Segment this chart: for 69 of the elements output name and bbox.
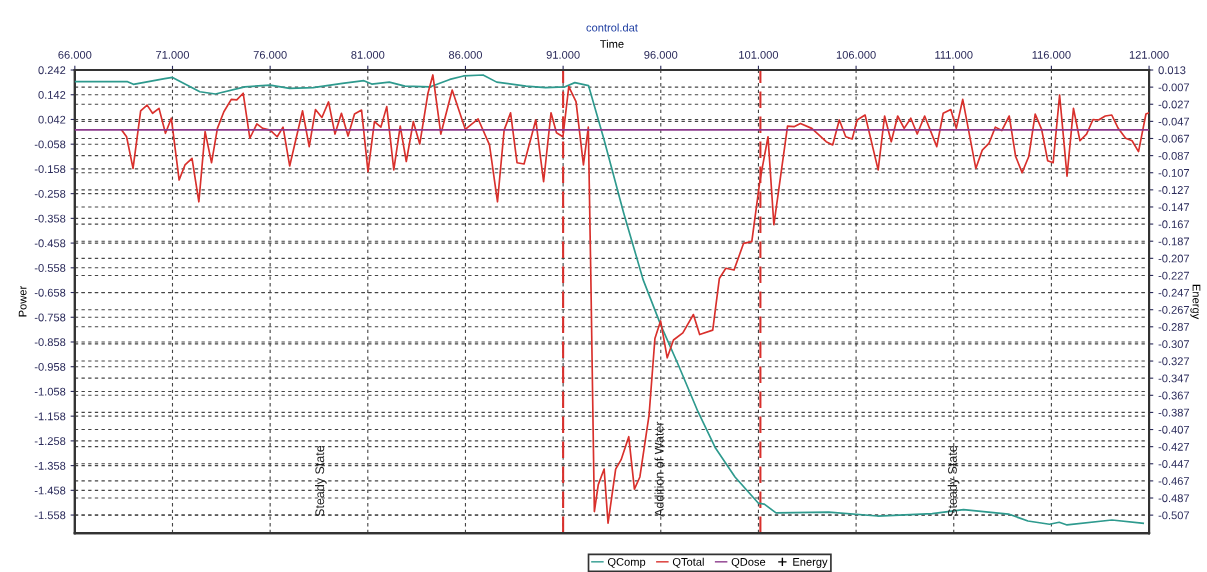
y2-tick-label: 0.013 (1158, 66, 1186, 75)
y2-tick-label: -0.327 (1158, 357, 1190, 366)
y-tick-label: 0.142 (38, 91, 66, 99)
y-tick-label: -1.158 (34, 412, 66, 421)
y2-tick-label: -0.007 (1158, 83, 1190, 92)
x-axis-title: Time (600, 39, 624, 48)
chart-title: control.dat (586, 23, 638, 32)
y-tick-label: -1.058 (34, 387, 66, 396)
legend-label: QDose (731, 557, 766, 568)
x-tick-label: 101.000 (739, 50, 779, 59)
y-tick-label: -1.258 (34, 437, 66, 446)
x-tick-label: 116.000 (1032, 50, 1071, 59)
y2-tick-label: -0.407 (1158, 425, 1190, 434)
y2-tick-label: -0.047 (1158, 117, 1190, 126)
y2-tick-label: -0.187 (1158, 237, 1190, 246)
y-tick-label: -0.858 (34, 338, 66, 347)
y2-tick-label: -0.107 (1158, 169, 1190, 177)
x-tick-label: 121.000 (1129, 50, 1169, 59)
y2-tick-label: -0.227 (1158, 271, 1190, 280)
y2-tick-label: -0.127 (1158, 186, 1190, 194)
y-tick-label: -1.558 (34, 511, 66, 520)
y2-tick-label: -0.367 (1158, 391, 1190, 400)
y2-tick-label: -0.027 (1158, 100, 1190, 109)
x-tick-label: 91.000 (546, 50, 580, 59)
legend-label: QComp (607, 557, 646, 569)
legend-label: QTotal (672, 557, 704, 568)
y-tick-label: -0.658 (34, 288, 66, 297)
y2-tick-label: -0.507 (1158, 511, 1190, 520)
y-tick-label: -0.958 (34, 362, 66, 371)
y2-tick-label: -0.267 (1158, 305, 1190, 314)
y-tick-label: -1.458 (34, 486, 66, 495)
y2-tick-label: -0.427 (1158, 442, 1190, 451)
x-tick-label: 66.000 (58, 50, 92, 59)
y2-tick-label: -0.287 (1158, 323, 1190, 331)
y-tick-label: -0.358 (34, 214, 66, 223)
y2-axis-title: Energy (1190, 284, 1201, 320)
y2-tick-label: -0.447 (1158, 460, 1190, 468)
y-tick-label: -0.458 (34, 239, 66, 248)
y2-tick-label: -0.067 (1158, 134, 1190, 143)
annotation: Addition of Water (654, 421, 664, 517)
x-tick-label: 111.000 (935, 50, 973, 59)
annotation: Steady State (315, 445, 327, 517)
y2-tick-label: -0.087 (1158, 151, 1190, 160)
y2-tick-label: -0.467 (1158, 477, 1190, 486)
x-tick-label: 86.000 (448, 50, 483, 59)
y-axis-title: Power (18, 286, 27, 317)
y2-tick-label: -0.387 (1158, 408, 1190, 417)
y2-tick-label: -0.167 (1158, 220, 1190, 229)
y-tick-label: -0.158 (34, 165, 66, 174)
legend-label: Energy (793, 558, 828, 569)
x-tick-label: 81.000 (351, 50, 385, 59)
y-tick-label: -0.058 (34, 140, 66, 149)
y2-tick-label: -0.247 (1158, 288, 1190, 297)
x-tick-label: 106.000 (836, 50, 876, 59)
y2-tick-label: -0.207 (1158, 254, 1190, 263)
y-tick-label: -0.558 (34, 264, 66, 272)
x-tick-label: 76.000 (253, 50, 287, 59)
y2-tick-label: -0.307 (1158, 340, 1190, 349)
y-tick-label: 0.042 (38, 115, 66, 124)
x-tick-label: 96.000 (644, 50, 678, 59)
y-tick-label: -0.258 (34, 189, 66, 198)
y-tick-label: -1.358 (34, 461, 66, 470)
y-tick-label: -0.758 (34, 313, 66, 322)
y2-tick-label: -0.147 (1158, 203, 1190, 212)
x-tick-label: 71.000 (156, 50, 190, 59)
annotation: Steady State (947, 445, 960, 517)
y2-tick-label: -0.347 (1158, 374, 1190, 383)
y2-tick-label: -0.487 (1158, 494, 1190, 503)
y-tick-label: 0.242 (38, 66, 66, 75)
